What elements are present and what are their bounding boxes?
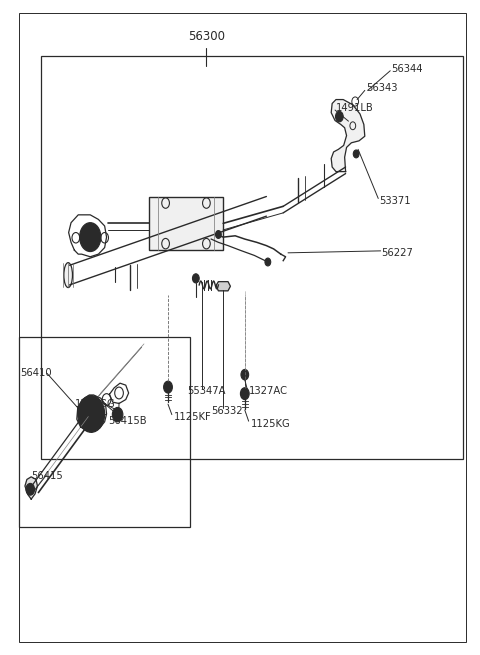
Circle shape — [241, 369, 249, 380]
Circle shape — [192, 274, 199, 283]
Circle shape — [353, 150, 359, 158]
Circle shape — [85, 406, 97, 422]
Polygon shape — [216, 282, 230, 291]
Circle shape — [240, 388, 249, 400]
Circle shape — [85, 231, 95, 244]
Circle shape — [265, 258, 271, 266]
Circle shape — [216, 231, 221, 238]
Bar — [19, 337, 190, 527]
Text: 1360GG: 1360GG — [74, 399, 115, 409]
Text: 56415: 56415 — [31, 471, 63, 481]
Bar — [149, 196, 223, 250]
Text: 1125KF: 1125KF — [174, 412, 212, 422]
Text: 56332: 56332 — [211, 405, 243, 416]
Text: 56344: 56344 — [391, 64, 423, 74]
Text: 1327AC: 1327AC — [249, 386, 288, 396]
Text: 1125KG: 1125KG — [251, 419, 290, 429]
Circle shape — [80, 223, 101, 252]
Text: 56343: 56343 — [366, 83, 397, 94]
Polygon shape — [25, 477, 37, 499]
Text: 53371: 53371 — [379, 196, 411, 206]
Circle shape — [26, 483, 35, 495]
Text: 55347A: 55347A — [187, 386, 226, 396]
Ellipse shape — [64, 263, 72, 288]
Circle shape — [78, 396, 105, 432]
Circle shape — [112, 407, 123, 422]
Text: 56227: 56227 — [382, 248, 413, 259]
Text: 56415B: 56415B — [108, 415, 146, 426]
Circle shape — [164, 381, 172, 393]
Text: 1491LB: 1491LB — [336, 103, 374, 113]
Polygon shape — [331, 100, 365, 172]
Text: 56410: 56410 — [20, 368, 52, 379]
Text: 56300: 56300 — [188, 29, 225, 43]
Circle shape — [336, 111, 343, 122]
Bar — [41, 56, 463, 458]
